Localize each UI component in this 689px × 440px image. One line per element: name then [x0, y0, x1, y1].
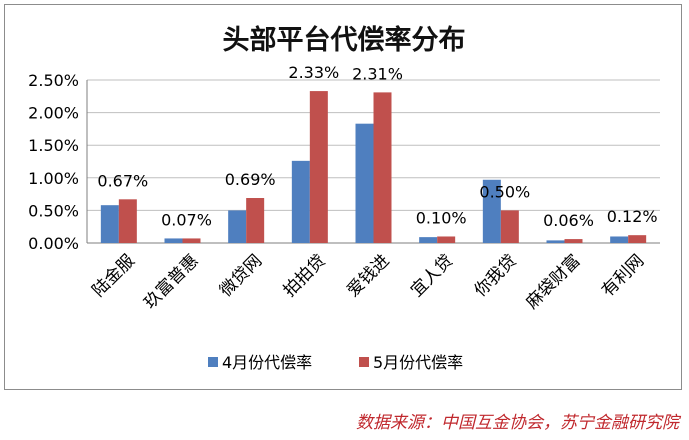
- bar-series-1: [610, 236, 629, 243]
- bar-series-2: [628, 235, 647, 243]
- legend-swatch: [359, 357, 369, 367]
- bar-series-1: [482, 179, 501, 243]
- x-tick-label: 宜人贷: [407, 251, 457, 301]
- bar-series-2: [309, 91, 328, 243]
- y-tick-label: 2.50%: [28, 71, 79, 90]
- data-label: 0.10%: [416, 208, 467, 227]
- x-tick-label: 爱钱进: [343, 251, 393, 301]
- x-tick-label: 玖富普惠: [140, 251, 202, 313]
- data-label: 0.67%: [97, 171, 148, 190]
- bar-series-1: [355, 123, 374, 243]
- x-axis-tick-labels: 陆金服 玖富普惠 微贷网 拍拍贷 爱钱进 宜人贷 你我贷 麻袋财富 有利网: [89, 251, 649, 313]
- bar-series-2: [373, 92, 392, 243]
- x-tick-label: 微贷网: [216, 251, 266, 301]
- x-tick-label: 陆金服: [89, 251, 139, 301]
- data-label: 0.69%: [225, 170, 276, 189]
- bar-series-1: [228, 210, 247, 243]
- chart-title: 头部平台代偿率分布: [223, 24, 466, 56]
- y-axis-tick-labels: 0.00% 0.50% 1.00% 1.50% 2.00% 2.50%: [28, 71, 79, 253]
- chart-svg: 头部平台代偿率分布 0.00% 0.50% 1.00% 1.50% 2.00% 2.50%…: [28, 24, 660, 372]
- data-label: 2.31%: [352, 64, 403, 83]
- bar-series-1: [291, 160, 310, 243]
- bar-series-1: [419, 237, 438, 243]
- data-label-layer: 0.67% 0.07% 0.69% 2.33% 2.31% 0.10% 0.50% 0.06%…: [97, 63, 657, 230]
- bar-series-2: [182, 238, 201, 243]
- x-tick-label: 你我贷: [471, 251, 521, 301]
- y-tick-label: 1.50%: [28, 136, 79, 155]
- bar-series-2: [118, 199, 137, 243]
- data-label: 0.07%: [161, 210, 212, 229]
- source-note: 数据来源：中国互金协会，苏宁金融研究院: [356, 413, 679, 433]
- chart-frame: 头部平台代偿率分布 0.00% 0.50% 1.00% 1.50% 2.00% 2.50%…: [4, 4, 682, 390]
- y-tick-label: 0.50%: [28, 201, 79, 220]
- legend-label: 4月份代偿率: [222, 353, 312, 372]
- bar-series-1: [546, 240, 565, 243]
- data-label: 2.33%: [288, 63, 339, 82]
- y-tick-label: 1.00%: [28, 169, 79, 188]
- bar-series-1: [100, 205, 119, 243]
- bar-series-1: [164, 238, 183, 243]
- legend-label: 5月份代偿率: [373, 353, 463, 372]
- bar-series-2: [564, 239, 583, 243]
- bar-series-2: [246, 198, 265, 243]
- x-tick-label: 麻袋财富: [522, 251, 584, 313]
- x-tick-label: 拍拍贷: [280, 251, 330, 301]
- y-tick-label: 0.00%: [28, 234, 79, 253]
- data-label: 0.12%: [607, 207, 658, 226]
- y-tick-label: 2.00%: [28, 104, 79, 123]
- legend: 4月份代偿率 5月份代偿率: [208, 353, 463, 372]
- x-tick-label: 有利网: [598, 251, 648, 301]
- data-label: 0.06%: [543, 211, 594, 230]
- bar-series-2: [500, 210, 519, 243]
- bar-series-2: [437, 236, 456, 243]
- bar-layer: [100, 91, 647, 243]
- data-label: 0.50%: [479, 182, 530, 201]
- legend-swatch: [208, 357, 218, 367]
